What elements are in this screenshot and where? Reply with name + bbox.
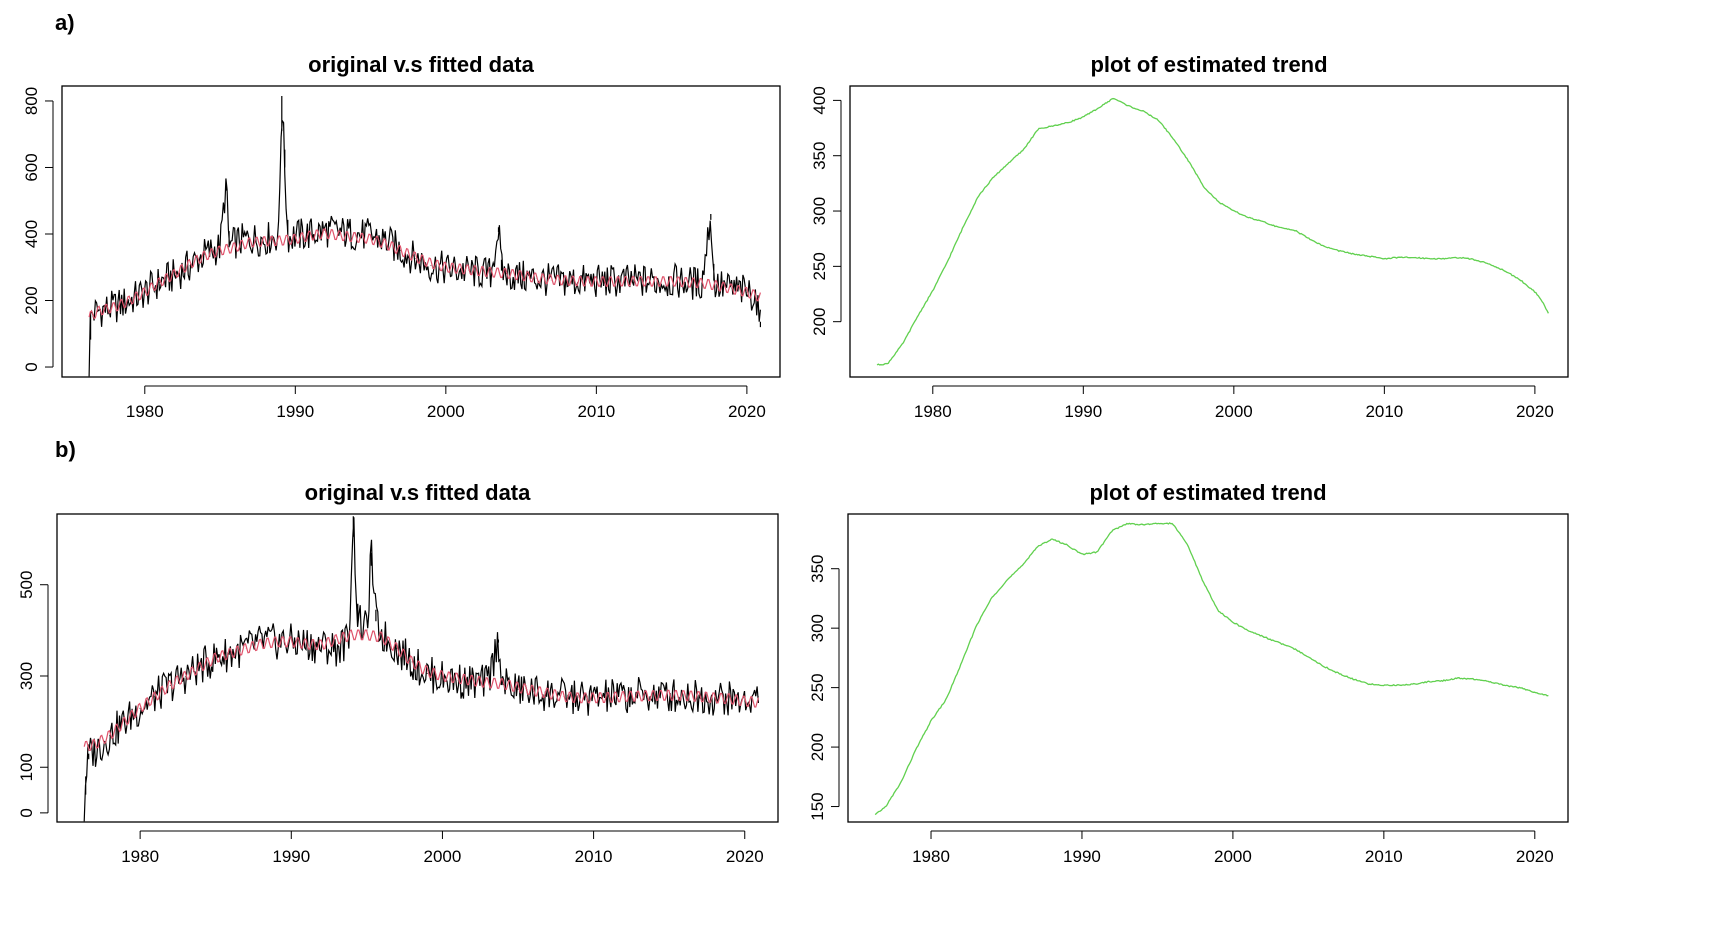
y-tick-label: 300 [17, 662, 36, 690]
x-tick-label: 1990 [1063, 847, 1101, 866]
x-tick-label: 1980 [914, 402, 952, 421]
x-tick-label: 1980 [912, 847, 950, 866]
series-original [88, 96, 761, 377]
y-tick-label: 800 [22, 87, 41, 115]
x-tick-label: 2000 [1215, 402, 1253, 421]
x-tick-label: 2020 [1516, 847, 1554, 866]
x-tick-label: 2010 [1365, 402, 1403, 421]
chart-title: plot of estimated trend [1090, 52, 1327, 77]
y-tick-label: 350 [808, 555, 827, 583]
y-tick-label: 250 [808, 673, 827, 701]
y-tick-label: 200 [808, 733, 827, 761]
series-fitted [83, 629, 759, 752]
y-tick-label: 0 [22, 362, 41, 371]
y-tick-label: 300 [808, 614, 827, 642]
chart-b-right: plot of estimated trend 1980 1990 2000 2010 2… [808, 480, 1569, 866]
chart-title: original v.s fitted data [308, 52, 535, 77]
plot-frame [56, 513, 779, 823]
y-tick-label: 200 [22, 286, 41, 314]
x-tick-label: 2020 [728, 402, 766, 421]
y-tick-label: 500 [17, 571, 36, 599]
panel-label-b: b) [55, 437, 76, 462]
x-tick-label: 2000 [424, 847, 462, 866]
x-tick-label: 1990 [1064, 402, 1102, 421]
y-tick-label: 300 [810, 197, 829, 225]
y-tick-label: 0 [17, 808, 36, 817]
y-tick-label: 150 [808, 792, 827, 820]
panel-label-a: a) [55, 10, 75, 35]
x-tick-label: 2000 [1214, 847, 1252, 866]
x-tick-label: 2010 [1365, 847, 1403, 866]
x-tick-label: 1990 [272, 847, 310, 866]
plot-frame [847, 513, 1569, 823]
series-trend [874, 522, 1549, 816]
x-tick-label: 2010 [577, 402, 615, 421]
x-tick-label: 2020 [1516, 402, 1554, 421]
chart-a-right: plot of estimated trend 1980 1990 2000 2010 2… [810, 52, 1569, 421]
x-tick-label: 1980 [121, 847, 159, 866]
series-trend [876, 97, 1549, 366]
y-tick-label: 100 [17, 753, 36, 781]
x-tick-label: 1980 [126, 402, 164, 421]
chart-title: plot of estimated trend [1089, 480, 1326, 505]
chart-title: original v.s fitted data [305, 480, 532, 505]
y-tick-label: 200 [810, 307, 829, 335]
y-tick-label: 600 [22, 153, 41, 181]
series-fitted [88, 228, 761, 320]
x-tick-label: 2000 [427, 402, 465, 421]
y-tick-label: 400 [22, 220, 41, 248]
x-tick-label: 2020 [726, 847, 764, 866]
y-tick-label: 350 [810, 142, 829, 170]
x-tick-label: 1990 [276, 402, 314, 421]
y-tick-label: 400 [810, 86, 829, 114]
plot-frame [61, 85, 781, 378]
y-tick-label: 250 [810, 252, 829, 280]
plot-frame [849, 85, 1569, 378]
x-tick-label: 2010 [575, 847, 613, 866]
chart-b-left: original v.s fitted data 1980 1990 2000 2010… [17, 480, 779, 866]
